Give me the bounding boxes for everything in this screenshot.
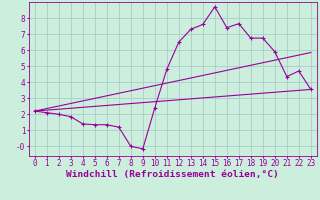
X-axis label: Windchill (Refroidissement éolien,°C): Windchill (Refroidissement éolien,°C)	[67, 170, 279, 179]
